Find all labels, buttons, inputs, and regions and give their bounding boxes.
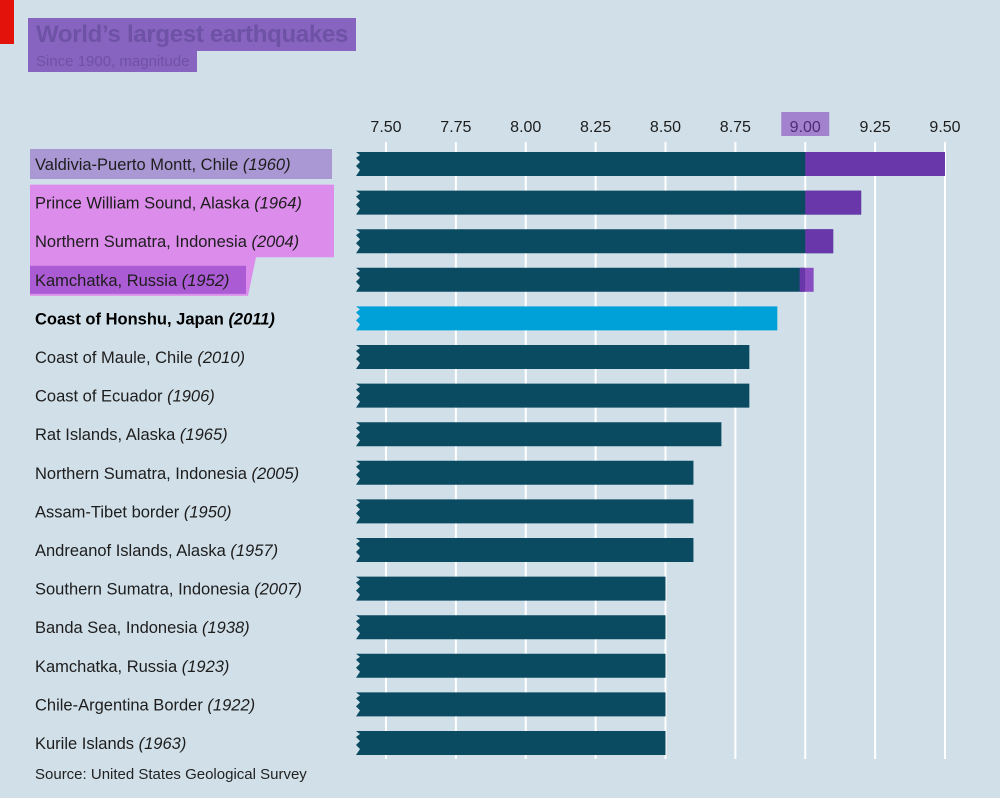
bar-highlight: [805, 152, 945, 176]
category-place: Coast of Ecuador: [35, 388, 167, 406]
category-label: Assam-Tibet border (1950): [35, 503, 232, 521]
category-place: Prince William Sound, Alaska: [35, 195, 254, 213]
bar: [356, 267, 806, 292]
category-place: Northern Sumatra, Indonesia: [35, 233, 251, 251]
category-place: Coast of Maule, Chile: [35, 349, 197, 367]
category-place: Kamchatka, Russia: [35, 272, 182, 290]
category-place: Andreanof Islands, Alaska: [35, 542, 230, 560]
category-place: Northern Sumatra, Indonesia: [35, 465, 251, 483]
bar: [356, 422, 722, 447]
x-tick-label: 8.00: [510, 119, 541, 136]
category-label: Northern Sumatra, Indonesia (2004): [35, 233, 299, 251]
label-highlight: [30, 265, 246, 294]
category-label: Andreanof Islands, Alaska (1957): [35, 542, 278, 560]
bar: [356, 306, 778, 331]
x-tick-label: 9.25: [860, 119, 891, 136]
bar: [356, 229, 834, 254]
label-highlights: [30, 112, 830, 296]
category-year: (2011): [228, 310, 275, 328]
category-place: Assam-Tibet border: [35, 503, 184, 521]
category-label: Southern Sumatra, Indonesia (2007): [35, 581, 302, 599]
category-year: (2010): [197, 349, 245, 367]
category-label: Rat Islands, Alaska (1965): [35, 426, 228, 444]
bar: [356, 345, 750, 369]
category-place: Kurile Islands: [35, 735, 139, 753]
category-label: Coast of Honshu, Japan (2011): [35, 310, 275, 328]
label-highlight: [30, 149, 332, 179]
bar: [356, 383, 750, 408]
category-label: Valdivia-Puerto Montt, Chile (1960): [35, 156, 291, 174]
category-label: Prince William Sound, Alaska (1964): [35, 195, 302, 213]
chart-subtitle: Since 1900, magnitude: [36, 53, 190, 70]
bar: [356, 576, 666, 601]
category-label: Banda Sea, Indonesia (1938): [35, 619, 250, 637]
category-year: (2005): [251, 465, 299, 483]
bars: [356, 152, 945, 755]
tick-highlight: [781, 112, 830, 136]
category-year: (1950): [184, 503, 232, 521]
chart-title: World’s largest earthquakes: [36, 21, 349, 48]
category-year: (1957): [230, 542, 278, 560]
category-place: Coast of Honshu, Japan: [35, 310, 228, 328]
x-tick-label: 8.75: [720, 119, 751, 136]
subtitle-highlight: Since 1900, magnitude: [28, 51, 198, 72]
bar: [356, 460, 694, 485]
category-year: (1960): [243, 156, 291, 174]
category-label: Chile-Argentina Border (1922): [35, 696, 255, 714]
bar: [356, 538, 694, 562]
category-year: (1906): [167, 388, 215, 406]
category-label: Kamchatka, Russia (1952): [35, 272, 229, 290]
title-highlight: World’s largest earthquakes: [28, 18, 357, 51]
bar: [356, 692, 666, 717]
bar-highlight: [799, 267, 814, 292]
bar: [356, 152, 945, 176]
source-note: Source: United States Geological Survey: [35, 766, 307, 783]
x-tick-label: 8.25: [580, 119, 611, 136]
bar: [356, 653, 666, 678]
accent-tab: [0, 0, 14, 44]
category-label: Northern Sumatra, Indonesia (2005): [35, 465, 299, 483]
x-tick-label: 9.50: [929, 119, 960, 136]
category-place: Kamchatka, Russia: [35, 658, 182, 676]
category-year: (1922): [207, 696, 255, 714]
category-place: Valdivia-Puerto Montt, Chile: [35, 156, 243, 174]
category-label: Kamchatka, Russia (1923): [35, 658, 229, 676]
bar-highlight: [805, 229, 834, 254]
category-place: Chile-Argentina Border: [35, 696, 207, 714]
category-year: (1964): [254, 195, 302, 213]
bar-highlight: [805, 190, 862, 215]
category-label: Coast of Maule, Chile (2010): [35, 349, 245, 367]
bar: [356, 190, 862, 215]
category-labels: Valdivia-Puerto Montt, Chile (1960) Princ…: [35, 156, 302, 753]
category-place: Rat Islands, Alaska: [35, 426, 180, 444]
category-place: Southern Sumatra, Indonesia: [35, 581, 254, 599]
title-block: World’s largest earthquakes Since 1900, …: [28, 18, 357, 72]
x-tick-label: 7.75: [440, 119, 471, 136]
x-tick-label: 8.50: [650, 119, 681, 136]
category-place: Banda Sea, Indonesia: [35, 619, 202, 637]
bar: [356, 731, 666, 755]
x-tick-label: 7.50: [370, 119, 401, 136]
category-year: (1965): [180, 426, 228, 444]
category-year: (1938): [202, 619, 250, 637]
category-label: Coast of Ecuador (1906): [35, 388, 215, 406]
category-label: Kurile Islands (1963): [35, 735, 186, 753]
bar: [356, 615, 666, 640]
category-year: (2004): [251, 233, 299, 251]
category-year: (1952): [182, 272, 230, 290]
category-year: (2007): [254, 581, 302, 599]
bar-highlights: [799, 152, 945, 292]
bar: [356, 499, 694, 524]
x-axis-ticks: 7.507.758.008.258.508.759.009.259.50: [370, 119, 960, 136]
category-year: (1923): [182, 658, 230, 676]
category-year: (1963): [139, 735, 187, 753]
